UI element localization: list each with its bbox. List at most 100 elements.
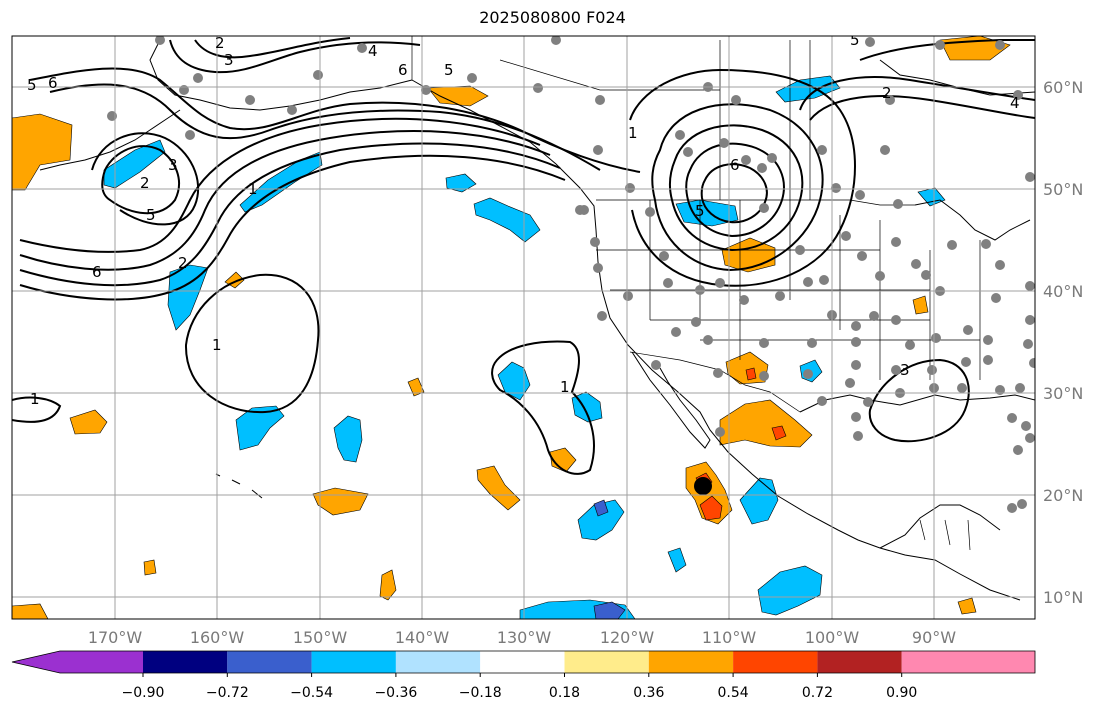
contour-label: 3 <box>900 361 910 379</box>
central-america-borders <box>919 519 971 551</box>
blue-region <box>235 405 285 451</box>
colorbar-swatch <box>143 651 228 673</box>
lon-label: 170°W <box>88 628 143 647</box>
lon-label: 110°W <box>702 628 757 647</box>
red-region <box>745 367 757 381</box>
contour-line <box>491 340 595 475</box>
contour-label: 2 <box>140 174 150 192</box>
contour-line <box>19 154 566 301</box>
colorbar-swatch <box>227 651 312 673</box>
contour-label: 5 <box>146 206 156 224</box>
lat-label: 40°N <box>1043 282 1083 301</box>
colorbar-swatch <box>564 651 649 673</box>
contour-label: 6 <box>92 263 102 281</box>
alaska-coast <box>149 39 413 111</box>
contour-line <box>194 37 351 59</box>
contour-line <box>809 95 1035 121</box>
lat-label: 20°N <box>1043 486 1083 505</box>
contour-line <box>169 39 421 74</box>
colorbar-label: −0.18 <box>459 685 502 701</box>
orange-region <box>12 603 49 619</box>
station-dots <box>107 36 1035 513</box>
orange-region <box>12 113 73 191</box>
orange-region <box>427 85 489 107</box>
orange-region <box>719 399 813 448</box>
contour-line <box>685 142 785 238</box>
orange-region <box>407 377 425 397</box>
contour-label: 1 <box>628 124 638 142</box>
contour-line <box>12 396 62 423</box>
blue-region <box>593 499 609 517</box>
contour-label: 4 <box>368 42 378 60</box>
colorbar-label: 0.72 <box>802 685 833 701</box>
longitude-labels: 170°W 160°W 150°W 140°W 130°W 120°W 110°… <box>88 628 956 647</box>
blue-region <box>167 264 209 331</box>
contour-label: 3 <box>168 156 178 174</box>
contour-label: 5 <box>850 31 860 49</box>
lon-label: 100°W <box>805 628 860 647</box>
colorbar-label: 0.54 <box>718 685 749 701</box>
contour-label: 5 <box>444 61 454 79</box>
contour-label: 6 <box>730 156 740 174</box>
red-region <box>771 425 787 441</box>
north-america-coast <box>411 79 1021 601</box>
contour-line <box>859 39 1035 61</box>
contour-label: 1 <box>212 336 222 354</box>
us-mexico-border <box>629 351 801 413</box>
colorbar: −0.90 −0.72 −0.54 −0.36 −0.18 0.18 0.36 0.54 0.7… <box>11 650 1036 701</box>
colorbar-swatch <box>311 651 396 673</box>
colorbar-label: 0.18 <box>549 685 580 701</box>
graticule <box>12 36 1035 619</box>
contour-labels: 6 5 4 3 2 2 3 5 6 2 1 1 1 6 5 1 6 5 5 1 … <box>27 31 1020 408</box>
latitude-labels: 60°N 50°N 40°N 30°N 20°N 10°N <box>1043 78 1083 607</box>
darkblue-region <box>593 601 626 619</box>
lon-label: 130°W <box>497 628 552 647</box>
lon-label: 140°W <box>395 628 450 647</box>
colorbar-swatch <box>733 651 818 673</box>
orange-region <box>725 351 769 385</box>
contour-label: 1 <box>248 180 258 198</box>
lat-label: 50°N <box>1043 180 1083 199</box>
orange-region <box>957 597 977 615</box>
blue-region <box>775 75 841 103</box>
red-region <box>699 495 723 521</box>
contour-label: 4 <box>1010 94 1020 112</box>
orange-region <box>912 295 929 315</box>
contour-line <box>799 76 1035 111</box>
contour-label: 6 <box>48 74 58 92</box>
lon-label: 150°W <box>293 628 348 647</box>
lon-label: 160°W <box>190 628 245 647</box>
orange-region <box>69 409 108 435</box>
map-title: 2025080800 F024 <box>479 8 626 27</box>
colorbar-label: −0.90 <box>122 685 165 701</box>
colorbar-swatch <box>901 651 1035 673</box>
lat-label: 10°N <box>1043 588 1083 607</box>
orange-region <box>549 447 577 473</box>
lon-label: 120°W <box>600 628 655 647</box>
storm-center-marker <box>694 477 712 495</box>
lat-label: 60°N <box>1043 78 1083 97</box>
colorbar-swatch <box>817 651 902 673</box>
lon-label: 90°W <box>912 628 956 647</box>
aleutian-chain <box>39 109 181 171</box>
colorbar-swatch <box>648 651 734 673</box>
yucatan-coast <box>879 504 1001 549</box>
lat-label: 30°N <box>1043 384 1083 403</box>
map-frame <box>11 35 1036 620</box>
contour-line <box>91 132 200 226</box>
contour-line <box>19 142 561 287</box>
contour-label: 3 <box>224 51 234 69</box>
orange-region <box>379 569 397 601</box>
colorbar-label: −0.54 <box>290 685 333 701</box>
colorbar-swatch <box>60 651 143 673</box>
contour-label: 1 <box>560 378 570 396</box>
colorbar-outline <box>11 650 1036 674</box>
contour-line <box>101 145 180 215</box>
contour-line <box>668 124 804 252</box>
gulf-coast <box>799 394 1035 413</box>
blue-region <box>739 477 779 525</box>
colorbar-label: −0.72 <box>206 685 249 701</box>
blue-region <box>757 565 823 616</box>
colorbar-swatch <box>480 651 565 673</box>
